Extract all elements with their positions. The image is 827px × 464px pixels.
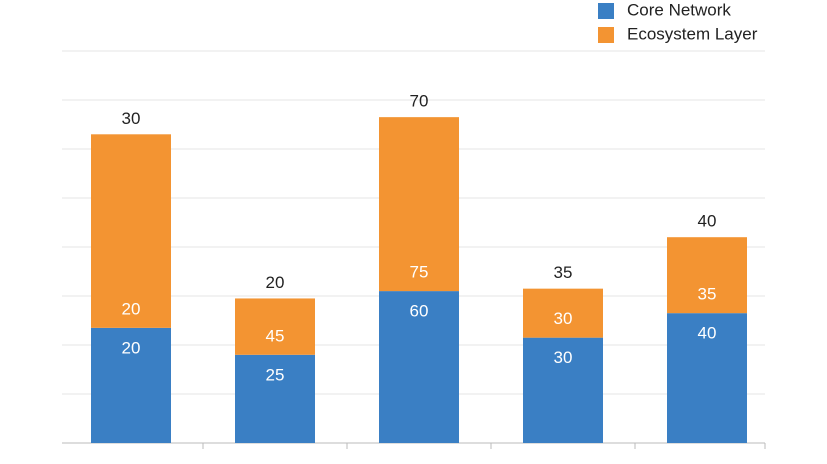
x-tick-label: Stake Secured — [219, 462, 331, 464]
legend-label: Ecosystem Layer — [627, 24, 758, 43]
x-tick-label: Validators — [94, 462, 168, 464]
x-tick-label: Transactions — [515, 462, 612, 464]
segment-label: 60 — [410, 302, 429, 321]
segment-label: 25 — [266, 365, 285, 384]
segment-label: 30 — [554, 309, 573, 328]
legend-label: Core Network — [627, 0, 731, 19]
bar-segment — [379, 117, 459, 292]
total-label: 70 — [410, 92, 429, 111]
x-tick-label: Liquidity Depth — [651, 462, 763, 464]
total-label: 35 — [554, 263, 573, 282]
total-label: 40 — [698, 212, 717, 231]
bar-segment — [91, 327, 171, 443]
bar-segment — [523, 288, 603, 338]
bar-segment — [235, 354, 315, 443]
segment-label: 40 — [698, 324, 717, 343]
bar-segment — [91, 134, 171, 328]
bar-segment — [667, 313, 747, 443]
x-tick-label: Active Services — [361, 462, 477, 464]
bar-segment — [235, 298, 315, 355]
segment-label: 45 — [266, 326, 285, 345]
legend-swatch — [598, 27, 614, 43]
bar-segment — [523, 337, 603, 443]
segment-label: 35 — [698, 285, 717, 304]
legend-swatch — [598, 3, 614, 19]
segment-label: 30 — [554, 348, 573, 367]
bar-segment — [667, 237, 747, 314]
bar-segment — [379, 291, 459, 443]
segment-label: 75 — [410, 263, 429, 282]
segment-label: 20 — [122, 338, 141, 357]
segment-label: 20 — [122, 299, 141, 318]
total-label: 20 — [266, 273, 285, 292]
total-label: 30 — [122, 109, 141, 128]
